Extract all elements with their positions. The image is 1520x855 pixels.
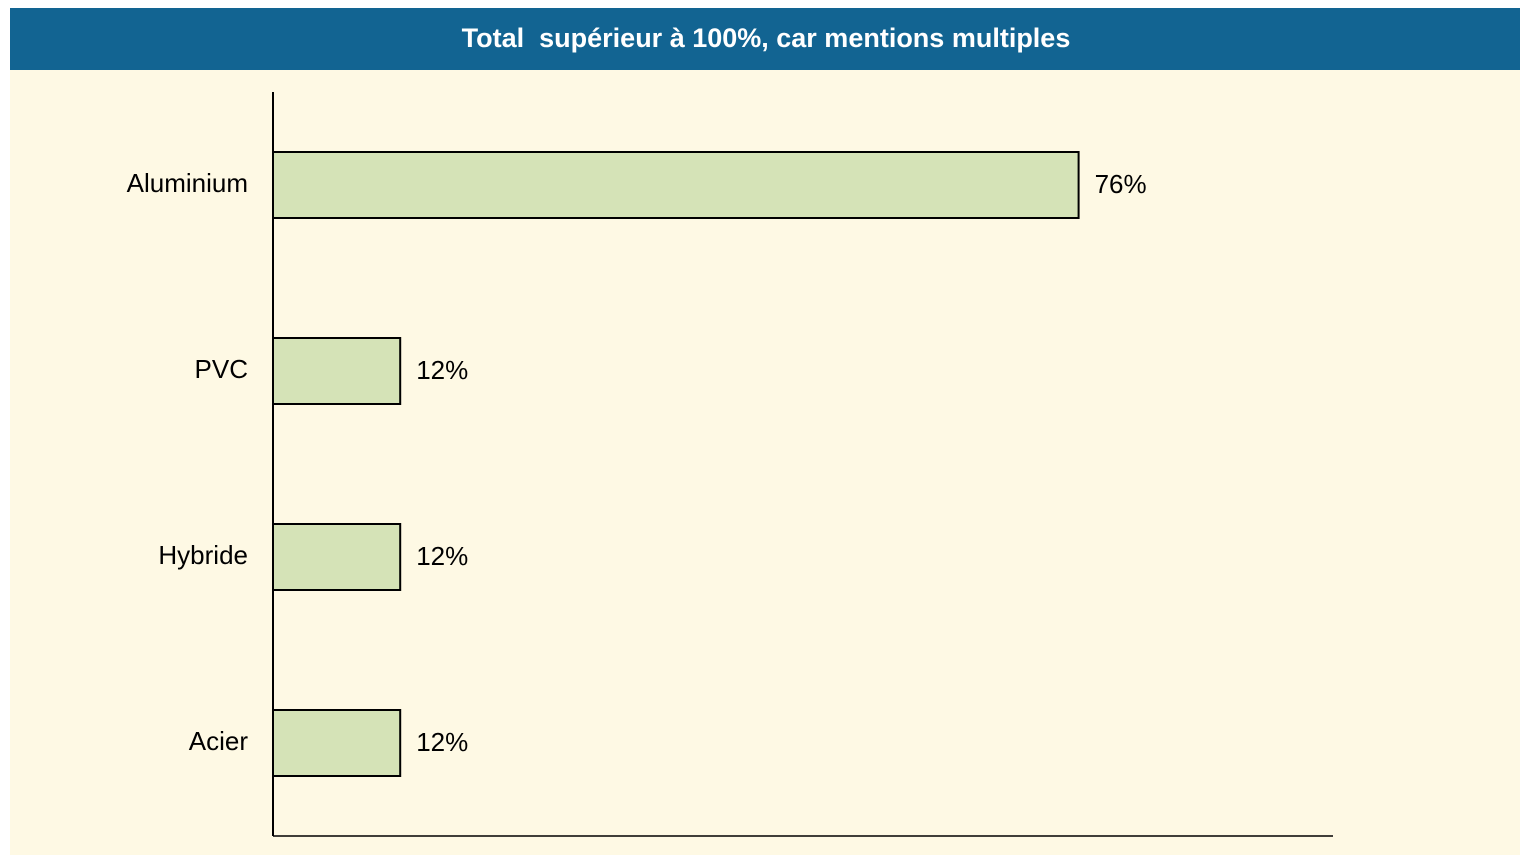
header-bar — [10, 8, 1520, 70]
data-label: 12% — [416, 727, 468, 757]
category-label: Acier — [189, 726, 249, 756]
bar — [272, 523, 402, 591]
category-label: PVC — [195, 354, 248, 384]
category-label: Aluminium — [127, 168, 248, 198]
data-label: 12% — [416, 541, 468, 571]
data-label: 12% — [416, 355, 468, 385]
bar — [272, 709, 402, 777]
bar — [272, 151, 1080, 219]
data-label: 76% — [1095, 169, 1147, 199]
chart-title: Total supérieur à 100%, car mentions mul… — [462, 23, 1071, 53]
bar — [272, 337, 402, 405]
category-label: Hybride — [158, 540, 248, 570]
